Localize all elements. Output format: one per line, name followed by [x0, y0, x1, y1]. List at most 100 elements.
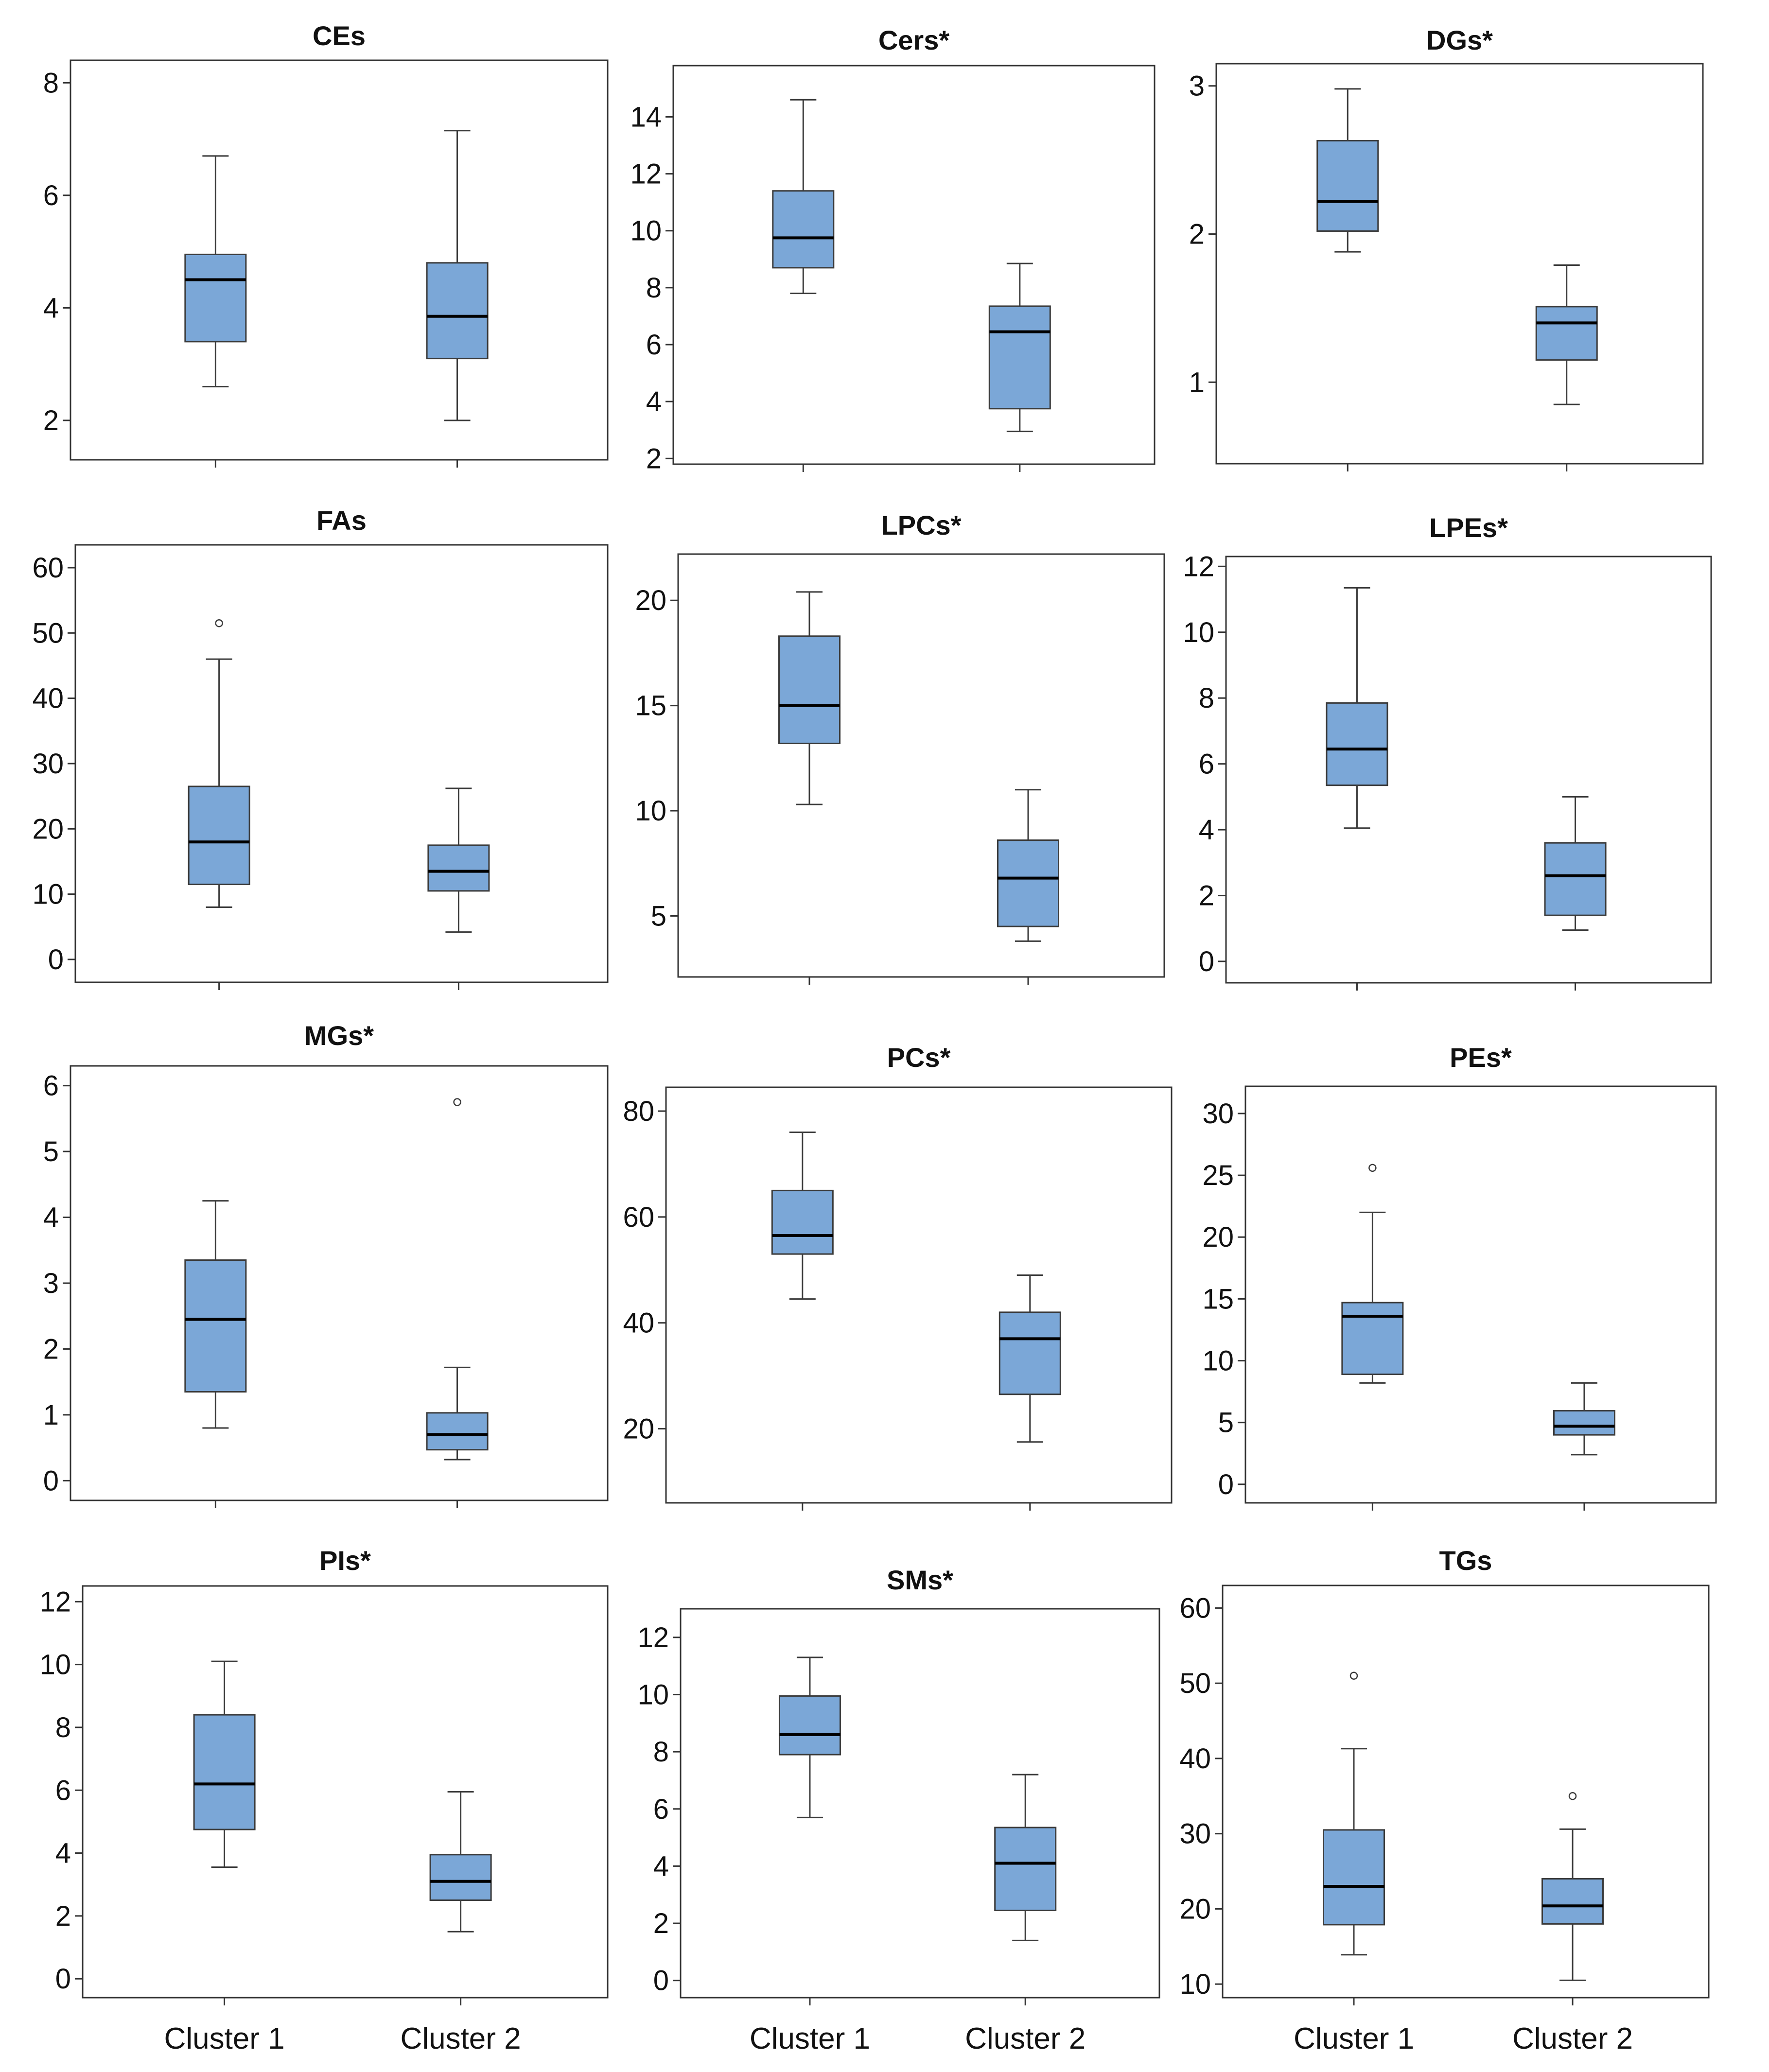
- panel-title: CEs: [313, 20, 366, 51]
- iqr-box: [1544, 842, 1607, 916]
- x-category-label: Cluster 2: [401, 2022, 521, 2055]
- iqr-box: [188, 785, 250, 886]
- box-cluster-2: [1553, 1382, 1615, 1511]
- box-cluster-1: [184, 1200, 247, 1508]
- iqr-box: [771, 1189, 834, 1255]
- y-tick-label: 10: [39, 1649, 71, 1681]
- iqr-box: [997, 839, 1059, 927]
- y-tick-label: 20: [1202, 1221, 1234, 1253]
- iqr-box: [184, 1259, 247, 1393]
- iqr-box: [1535, 306, 1598, 361]
- plot-frame: [74, 544, 609, 983]
- x-category-label: Cluster 1: [1294, 2022, 1414, 2055]
- box-cluster-1: [1341, 1164, 1404, 1511]
- box-cluster-2: [1544, 796, 1607, 991]
- y-tick-label: 30: [1202, 1098, 1234, 1130]
- y-tick-label: 10: [635, 795, 666, 827]
- y-tick-label: 60: [1179, 1592, 1211, 1624]
- box-cluster-1: [772, 99, 835, 472]
- x-category-label: Cluster 2: [1512, 2022, 1633, 2055]
- box-cluster-2: [988, 262, 1051, 472]
- panel-pes: PEs* 0 5 10 15 20 25 30: [1202, 1042, 1717, 1511]
- y-tick-label: 50: [32, 617, 64, 649]
- y-tick-label: 20: [635, 585, 666, 616]
- iqr-box: [988, 305, 1051, 410]
- box-cluster-2: [1535, 264, 1598, 471]
- iqr-box: [778, 1695, 841, 1756]
- box-cluster-1: [193, 1660, 256, 2005]
- panel-lpcs: LPCs* 5 10 15 20: [635, 510, 1165, 985]
- iqr-box: [778, 635, 841, 745]
- y-tick-label: 15: [635, 690, 666, 722]
- y-tick-label: 20: [1179, 1893, 1211, 1925]
- box-cluster-1: [778, 1656, 841, 2005]
- y-tick-label: 80: [623, 1096, 654, 1127]
- panel-sms: SMs* 0 2 4 6 8 10 12 Cluster 1 Cluster 2: [637, 1565, 1160, 2055]
- iqr-box: [1326, 702, 1388, 786]
- y-tick-label: 10: [1183, 617, 1214, 648]
- y-tick-label: 5: [43, 1136, 59, 1167]
- y-tick-label: 0: [1199, 946, 1214, 977]
- y-tick-label: 3: [43, 1268, 59, 1299]
- plot-frame: [1244, 1085, 1717, 1504]
- y-tick-label: 2: [55, 1900, 71, 1932]
- plot-frame: [672, 65, 1156, 465]
- box-cluster-2: [998, 1274, 1061, 1511]
- plot-frame: [680, 1608, 1160, 1999]
- panel-title: MGs*: [304, 1020, 374, 1051]
- box-cluster-2: [426, 130, 489, 468]
- y-tick-label: 20: [32, 813, 64, 845]
- iqr-box: [426, 1412, 489, 1451]
- y-tick-label: 2: [646, 443, 662, 474]
- y-tick-label: 2: [43, 405, 59, 436]
- y-tick-label: 10: [32, 879, 64, 910]
- box-cluster-2: [1541, 1792, 1604, 2005]
- box-cluster-1: [1323, 1672, 1385, 2005]
- iqr-box: [1323, 1829, 1385, 1926]
- iqr-box: [427, 844, 490, 892]
- x-category-label: Cluster 2: [965, 2022, 1086, 2055]
- panel-title: PIs*: [319, 1545, 371, 1576]
- y-tick-label: 4: [653, 1850, 669, 1882]
- y-tick-label: 12: [39, 1586, 71, 1618]
- box-cluster-1: [1326, 587, 1388, 991]
- outlier-point: [1368, 1164, 1377, 1172]
- y-tick-label: 6: [1199, 749, 1214, 780]
- y-tick-label: 50: [1179, 1668, 1211, 1699]
- y-tick-label: 40: [623, 1307, 654, 1339]
- plot-frame: [70, 59, 609, 461]
- y-tick-label: 8: [653, 1736, 669, 1768]
- box-cluster-2: [997, 789, 1059, 985]
- box-cluster-1: [188, 619, 250, 990]
- y-tick-label: 4: [55, 1838, 71, 1869]
- y-tick-label: 10: [1202, 1345, 1234, 1377]
- y-tick-label: 8: [43, 67, 59, 99]
- y-tick-label: 30: [32, 748, 64, 780]
- panel-pcs: PCs* 20 40 60 80: [623, 1042, 1173, 1511]
- box-cluster-1: [184, 155, 247, 468]
- iqr-box: [1341, 1302, 1404, 1376]
- y-tick-label: 30: [1179, 1818, 1211, 1850]
- y-tick-label: 2: [1199, 880, 1214, 912]
- y-tick-label: 40: [32, 683, 64, 714]
- y-tick-label: 6: [653, 1793, 669, 1825]
- y-tick-label: 15: [1202, 1283, 1234, 1315]
- y-tick-label: 1: [43, 1399, 59, 1431]
- y-tick-label: 0: [1218, 1469, 1234, 1500]
- plot-frame: [1215, 63, 1704, 465]
- panel-lpes: LPEs* 0 2 4 6 8 10 12: [1183, 512, 1712, 991]
- y-tick-label: 4: [1199, 814, 1214, 846]
- y-tick-label: 10: [637, 1679, 669, 1710]
- panel-fas: FAs 0 10 20 30 40 50 60: [32, 505, 609, 990]
- panel-title: PEs*: [1450, 1042, 1512, 1073]
- panel-dgs: DGs* 1 2 3: [1189, 25, 1704, 471]
- y-tick-label: 4: [43, 292, 59, 324]
- y-tick-label: 12: [630, 158, 662, 190]
- panel-title: FAs: [316, 505, 367, 536]
- x-category-label: Cluster 1: [750, 2022, 870, 2055]
- y-tick-label: 2: [1189, 219, 1205, 250]
- iqr-box: [1316, 140, 1379, 232]
- box-cluster-2: [426, 1098, 489, 1508]
- panel-tgs: TGs 10 20 30 40 50 60 Cluster 1 Cluster 2: [1179, 1545, 1710, 2055]
- y-tick-label: 2: [43, 1333, 59, 1365]
